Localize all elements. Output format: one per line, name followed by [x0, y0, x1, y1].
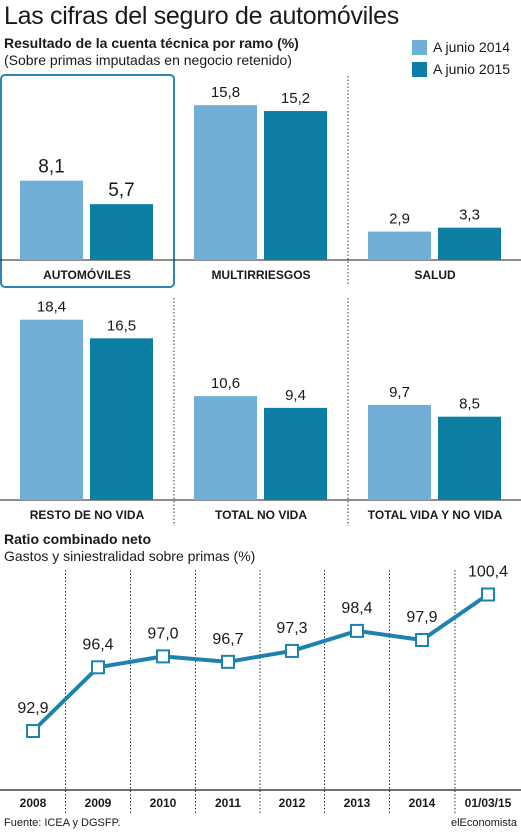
- bar-2014: [20, 180, 83, 260]
- data-point-marker: [350, 623, 364, 638]
- bar-value-label: 10,6: [211, 375, 240, 392]
- bar-value-label: 5,7: [108, 180, 134, 201]
- legend-swatch-2014: [412, 39, 427, 55]
- legend: A junio 2014 A junio 2015: [412, 36, 510, 80]
- brand-logo: elEconomista: [450, 817, 517, 829]
- data-point-marker: [221, 654, 235, 669]
- highlight-frame: [0, 74, 175, 288]
- ratio-chart-subtitle: Gastos y siniestralidad sobre primas (%): [4, 548, 256, 564]
- data-point-marker: [91, 660, 105, 675]
- chart-subtitle: Resultado de la cuenta técnica por ramo …: [4, 35, 299, 51]
- x-tick-label: 2011: [215, 796, 241, 810]
- category-label: SALUD: [414, 268, 456, 282]
- bar-2014: [194, 105, 257, 260]
- data-point-label: 96,7: [212, 631, 243, 648]
- data-point-marker: [285, 643, 299, 658]
- category-label: AUTOMÓVILES: [43, 267, 131, 282]
- bar-value-label: 3,3: [459, 207, 480, 224]
- bar-value-label: 15,8: [211, 84, 240, 101]
- x-tick-label: 2014: [409, 796, 436, 810]
- x-tick-label: 2010: [150, 796, 177, 810]
- data-point-label: 96,4: [82, 636, 113, 653]
- category-label: TOTAL NO VIDA: [215, 508, 307, 522]
- data-point-marker: [156, 649, 170, 664]
- data-point-marker: [481, 587, 495, 602]
- bar-2015: [90, 204, 153, 260]
- data-point-marker: [415, 633, 429, 647]
- bar-2014: [20, 319, 83, 500]
- source-note: Fuente: ICEA y DGSFP.: [4, 817, 121, 829]
- category-label: MULTIRRIESGOS: [211, 268, 310, 282]
- bar-2014: [194, 396, 257, 500]
- bar-2015: [438, 227, 501, 260]
- x-tick-label: 2008: [20, 796, 47, 810]
- bar-value-label: 16,5: [107, 317, 136, 334]
- bar-value-label: 18,4: [37, 299, 66, 316]
- bar-2015: [438, 416, 501, 500]
- legend-item-2015: A junio 2015: [412, 58, 510, 80]
- bar-2015: [264, 407, 327, 500]
- data-point-label: 97,9: [406, 609, 437, 626]
- bar-value-label: 8,1: [38, 157, 64, 178]
- x-tick-label: 2009: [85, 796, 112, 810]
- legend-label-2015: A junio 2015: [433, 61, 511, 77]
- bar-2014: [368, 231, 431, 260]
- bar-value-label: 2,9: [389, 211, 410, 228]
- bar-2015: [90, 338, 153, 500]
- bar-value-label: 9,4: [285, 387, 306, 404]
- data-point-label: 97,0: [147, 625, 178, 642]
- bar-value-label: 9,7: [389, 384, 410, 401]
- bar-value-label: 8,5: [459, 396, 480, 413]
- bar-2015: [264, 111, 327, 260]
- category-label: RESTO DE NO VIDA: [30, 508, 145, 522]
- data-point-label: 97,3: [276, 620, 307, 637]
- ratio-chart-title: Ratio combinado neto: [4, 531, 151, 547]
- data-point-label: 100,4: [468, 564, 508, 581]
- x-tick-label: 2013: [344, 796, 371, 810]
- data-point-label: 92,9: [17, 700, 48, 717]
- data-point-marker: [26, 724, 40, 738]
- legend-label-2014: A junio 2014: [433, 39, 511, 55]
- x-tick-label: 2012: [279, 796, 306, 810]
- ratio-line: [31, 592, 490, 733]
- bar-value-label: 15,2: [281, 90, 310, 107]
- data-point-label: 98,4: [341, 600, 372, 617]
- legend-item-2014: A junio 2014: [412, 36, 510, 58]
- x-tick-label: 01/03/15: [465, 796, 512, 810]
- category-label: TOTAL VIDA Y NO VIDA: [368, 508, 503, 522]
- chart-title: Las cifras del seguro de automóviles: [4, 2, 399, 30]
- legend-swatch-2015: [412, 61, 427, 77]
- chart-subtitle-note: (Sobre primas imputadas en negocio reten…: [4, 52, 292, 68]
- bar-2014: [368, 404, 431, 500]
